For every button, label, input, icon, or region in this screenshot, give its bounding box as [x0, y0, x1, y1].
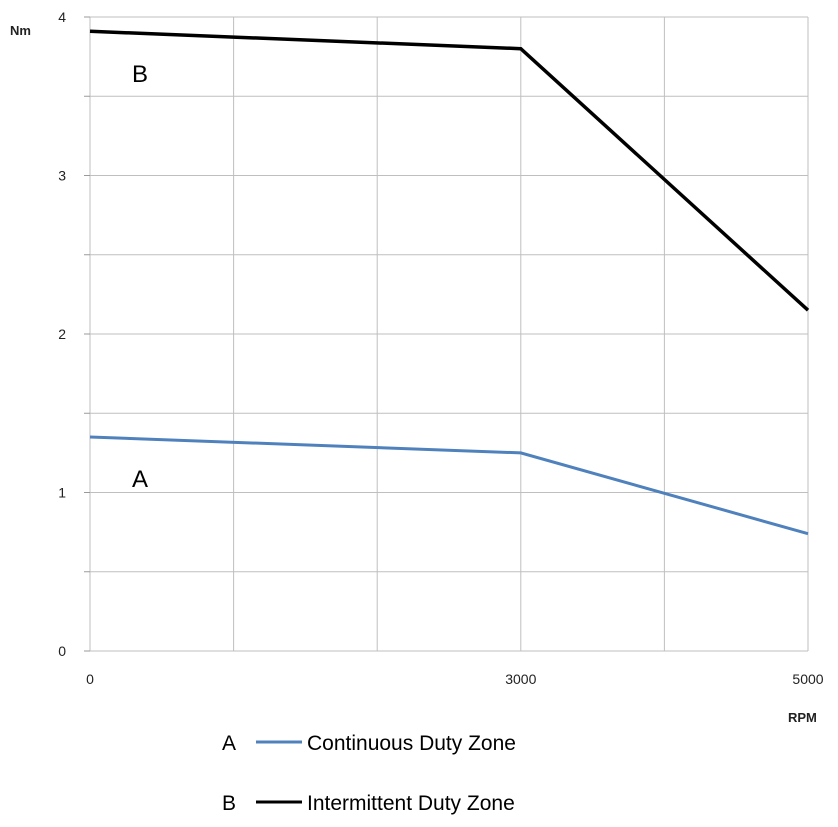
legend-item-continuous: A Continuous Duty Zone [222, 732, 516, 755]
y-axis-unit: Nm [10, 23, 31, 38]
legend: A Continuous Duty Zone B Intermittent Du… [222, 732, 516, 815]
y-tick-label: 3 [58, 168, 66, 184]
x-tick-label: 5000 [792, 671, 823, 687]
series-line-continuous [89, 435, 809, 536]
zone-b-letter: B [132, 61, 148, 88]
zone-a-letter: A [132, 466, 148, 493]
series-line-intermittent [89, 29, 810, 312]
legend-label-continuous: Continuous Duty Zone [307, 732, 516, 755]
x-tick-label: 0 [86, 671, 94, 687]
gridlines [84, 16, 809, 652]
legend-letter-b: B [222, 792, 236, 815]
legend-label-intermittent: Intermittent Duty Zone [307, 792, 515, 815]
series-lines [89, 29, 810, 536]
y-tick-label: 1 [58, 485, 66, 501]
y-tick-label: 0 [58, 643, 66, 659]
x-tick-label: 3000 [505, 671, 536, 687]
legend-letter-a: A [222, 732, 236, 755]
legend-item-intermittent: B Intermittent Duty Zone [222, 792, 515, 815]
y-tick-label: 4 [58, 9, 66, 25]
tick-labels: 0 1 2 3 4 0 3000 5000 [58, 9, 824, 687]
x-axis-unit: RPM [788, 710, 817, 725]
y-tick-label: 2 [58, 326, 66, 342]
